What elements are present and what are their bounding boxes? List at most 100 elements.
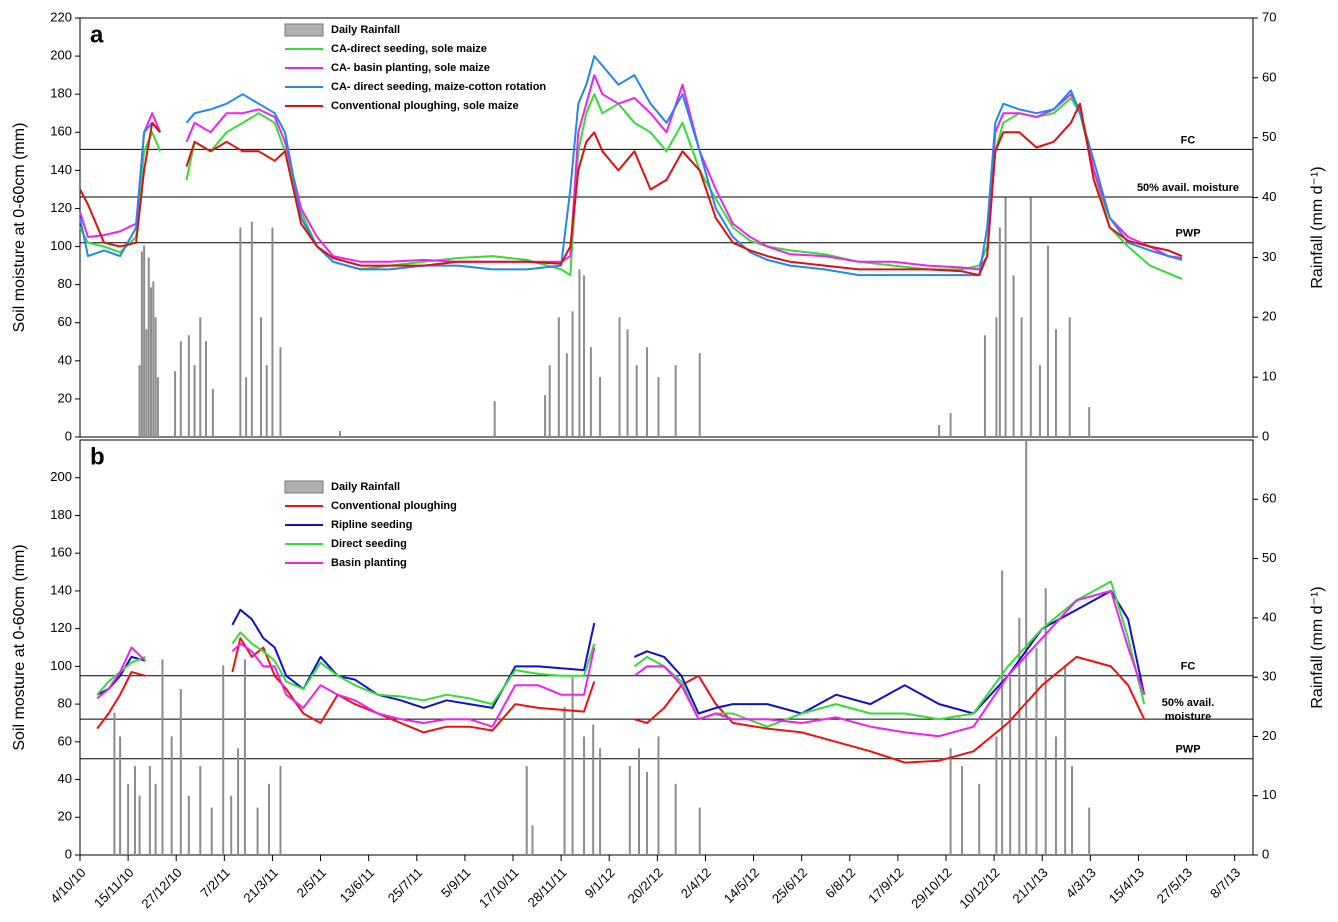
x-tick-label: 25/7/11 bbox=[385, 865, 426, 906]
y2-tick-label: 10 bbox=[1262, 787, 1276, 802]
y-tick-label: 80 bbox=[58, 276, 72, 291]
x-tick-label: 10/12/12 bbox=[956, 865, 1002, 911]
y-tick-label: 160 bbox=[50, 124, 72, 139]
rain-bar bbox=[187, 795, 190, 855]
legend-label: Daily Rainfall bbox=[331, 481, 400, 493]
rain-bar bbox=[674, 365, 677, 437]
rain-bar bbox=[599, 377, 602, 437]
x-tick-label: 4/10/10 bbox=[47, 865, 88, 906]
moisture-line bbox=[79, 74, 1183, 271]
rain-bar bbox=[544, 395, 547, 437]
rain-bar bbox=[156, 377, 159, 437]
rain-bar bbox=[119, 736, 122, 855]
rain-bar bbox=[1020, 317, 1023, 437]
y-tick-label: 100 bbox=[50, 658, 72, 673]
rain-bar bbox=[1038, 365, 1041, 437]
rain-bar bbox=[127, 783, 130, 855]
rain-bar bbox=[657, 736, 660, 855]
y-tick-label: 180 bbox=[50, 507, 72, 522]
rain-bar bbox=[259, 317, 262, 437]
x-tick-label: 5/9/11 bbox=[438, 865, 473, 900]
rain-bar bbox=[154, 317, 157, 437]
x-tick-label: 2/4/12 bbox=[678, 865, 714, 901]
y2-tick-label: 20 bbox=[1262, 728, 1276, 743]
rain-bar bbox=[245, 377, 248, 437]
rain-bar bbox=[150, 287, 153, 437]
y-tick-label: 0 bbox=[65, 428, 72, 443]
rain-bar bbox=[565, 353, 568, 437]
rain-bar bbox=[1054, 736, 1057, 855]
x-tick-label: 9/1/12 bbox=[582, 865, 618, 901]
rain-bar bbox=[205, 341, 208, 437]
rain-bar bbox=[161, 659, 164, 855]
reference-label: FC bbox=[1181, 134, 1196, 146]
rain-bar bbox=[592, 724, 595, 855]
x-tick-label: 2/5/11 bbox=[294, 865, 329, 900]
rain-bar bbox=[998, 227, 1001, 437]
x-tick-label: 17/9/12 bbox=[865, 865, 906, 906]
rain-bar bbox=[138, 365, 141, 437]
rain-bar bbox=[138, 795, 141, 855]
rain-bar bbox=[237, 748, 240, 855]
plot-frame bbox=[79, 439, 1254, 856]
rain-bar bbox=[174, 371, 177, 437]
x-tick-label: 21/1/13 bbox=[1010, 865, 1051, 906]
rain-bar bbox=[646, 772, 649, 855]
y-tick-label: 120 bbox=[50, 200, 72, 215]
panel-label: b bbox=[90, 443, 105, 470]
x-tick-label: 20/2/12 bbox=[625, 865, 666, 906]
rain-bar bbox=[1088, 807, 1091, 855]
reference-label: PWP bbox=[1175, 744, 1200, 756]
rain-bar bbox=[256, 807, 259, 855]
rain-bar bbox=[571, 311, 574, 437]
legend-label: Ripline seeding bbox=[331, 519, 412, 531]
rain-bar bbox=[187, 335, 190, 437]
rain-bar bbox=[210, 807, 213, 855]
rain-bar bbox=[265, 365, 268, 437]
rain-bar bbox=[271, 227, 274, 437]
legend-label: Daily Rainfall bbox=[331, 24, 400, 36]
rain-bar bbox=[133, 766, 136, 855]
y-tick-label: 120 bbox=[50, 620, 72, 635]
rain-bar bbox=[179, 689, 182, 855]
x-tick-label: 21/3/11 bbox=[240, 865, 281, 906]
y-tick-label: 80 bbox=[58, 696, 72, 711]
rain-bar bbox=[583, 736, 586, 855]
x-tick-label: 25/6/12 bbox=[769, 865, 810, 906]
rain-bar bbox=[179, 341, 182, 437]
rain-bar bbox=[646, 347, 649, 437]
plot-frame bbox=[79, 17, 1254, 438]
y2-tick-label: 20 bbox=[1262, 309, 1276, 324]
rain-bar bbox=[1064, 665, 1067, 855]
legend-label: Conventional ploughing, sole maize bbox=[331, 100, 519, 112]
y-axis-label: Soil mosture at 0-60cm (mm) bbox=[11, 544, 28, 750]
rain-bar bbox=[674, 783, 677, 855]
x-tick-label: 15/11/10 bbox=[91, 865, 137, 911]
rain-bar bbox=[222, 665, 225, 855]
y-tick-label: 220 bbox=[50, 9, 72, 24]
legend-swatch bbox=[284, 480, 324, 494]
x-tick-label: 8/7/13 bbox=[1207, 865, 1243, 901]
y-tick-label: 140 bbox=[50, 162, 72, 177]
panel-label: a bbox=[90, 21, 104, 48]
moisture-line bbox=[79, 102, 1183, 277]
rain-bar bbox=[1012, 275, 1015, 437]
y-tick-label: 0 bbox=[65, 846, 72, 861]
rain-bar bbox=[211, 389, 214, 437]
rain-bar bbox=[199, 317, 202, 437]
y-axis-label: Soil moisture at 0-60cm (mm) bbox=[11, 123, 28, 333]
y-tick-label: 180 bbox=[50, 86, 72, 101]
rain-bar bbox=[635, 365, 638, 437]
rain-bar bbox=[1001, 570, 1004, 855]
rain-bar bbox=[938, 425, 941, 437]
y2-tick-label: 50 bbox=[1262, 129, 1276, 144]
rain-bar bbox=[557, 317, 560, 437]
y2-tick-label: 50 bbox=[1262, 550, 1276, 565]
rain-bar bbox=[583, 275, 586, 437]
x-tick-label: 15/4/13 bbox=[1106, 865, 1147, 906]
rain-bar bbox=[589, 347, 592, 437]
rain-bar bbox=[698, 353, 701, 437]
y2-tick-label: 30 bbox=[1262, 249, 1276, 264]
rain-bar bbox=[279, 766, 282, 855]
rain-bar bbox=[949, 748, 952, 855]
